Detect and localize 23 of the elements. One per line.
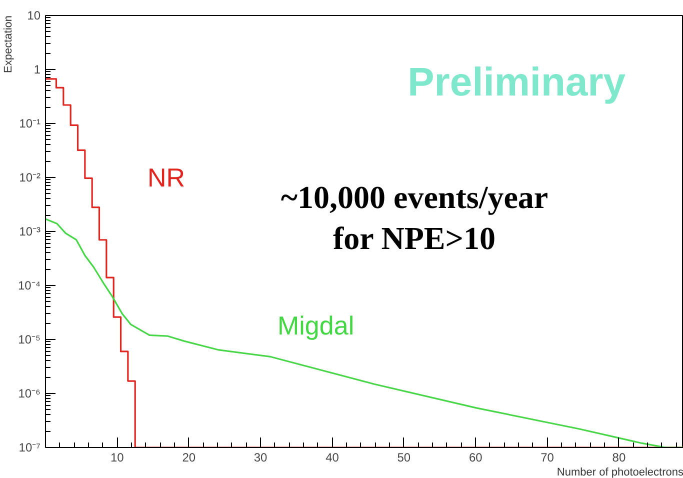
y-tick-label: 10⁻⁴ xyxy=(18,278,41,292)
y-tick-label: 10 xyxy=(27,8,41,22)
x-tick-label: 30 xyxy=(254,450,268,464)
annotation: Preliminary xyxy=(408,60,626,104)
y-tick-label: 10⁻² xyxy=(19,170,41,184)
x-tick-label: 70 xyxy=(540,450,554,464)
x-tick-label: 50 xyxy=(397,450,411,464)
series-label: NR xyxy=(148,162,186,192)
y-tick-label: 10⁻⁵ xyxy=(18,332,41,346)
y-axis-title: Expectation xyxy=(2,15,14,73)
x-tick-label: 20 xyxy=(182,450,196,464)
x-tick-label: 10 xyxy=(110,450,124,464)
annotation: ~10,000 events/year for NPE>10 xyxy=(280,178,548,256)
x-tick-label: 80 xyxy=(612,450,626,464)
x-tick-label: 60 xyxy=(468,450,483,464)
y-tick-label: 10⁻⁶ xyxy=(18,386,41,400)
x-tick-label: 40 xyxy=(326,450,340,464)
y-tick-label: 10⁻³ xyxy=(19,224,41,238)
y-tick-label: 10⁻⁷ xyxy=(18,440,41,454)
series-label: Migdal xyxy=(278,310,354,340)
y-tick-label: 1 xyxy=(34,62,41,76)
y-tick-label: 10⁻¹ xyxy=(19,116,41,130)
x-axis-title: Number of photoelectrons xyxy=(556,466,683,478)
